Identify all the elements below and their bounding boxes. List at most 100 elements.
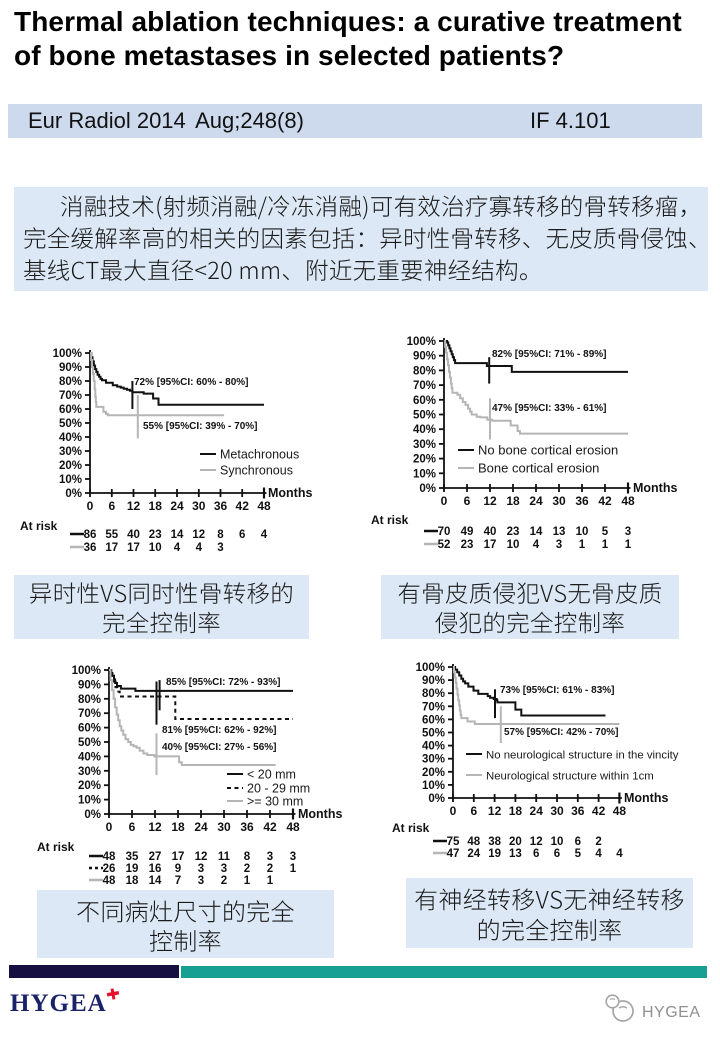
svg-text:8: 8 [217,529,224,541]
svg-text:At risk: At risk [37,840,75,854]
svg-text:24: 24 [170,499,184,513]
svg-text:30: 30 [550,804,564,818]
svg-text:Months: Months [624,791,668,805]
svg-text:50%: 50% [413,410,436,422]
svg-text:12: 12 [127,499,141,513]
svg-text:72% [95%CI: 60% - 80%]: 72% [95%CI: 60% - 80%] [134,377,249,388]
svg-text:6: 6 [575,836,581,848]
svg-text:47% [95%CI: 33% - 61%]: 47% [95%CI: 33% - 61%] [492,403,607,414]
svg-text:1: 1 [579,539,586,551]
svg-text:2: 2 [221,875,227,887]
svg-text:3: 3 [267,851,273,863]
svg-text:50%: 50% [422,728,445,740]
svg-text:48: 48 [286,820,300,834]
svg-text:52: 52 [438,539,451,551]
svg-text:10: 10 [507,539,520,551]
svg-text:90%: 90% [413,351,436,363]
svg-text:40%: 40% [413,424,436,436]
svg-text:23: 23 [461,539,474,551]
svg-text:14: 14 [530,526,543,538]
svg-text:4: 4 [595,848,602,860]
svg-text:0%: 0% [65,488,82,500]
svg-text:90%: 90% [422,675,445,687]
svg-text:0: 0 [87,499,94,513]
svg-text:24: 24 [530,804,544,818]
svg-text:6: 6 [554,848,560,860]
svg-text:No neurological structure in t: No neurological structure in the vincity [486,750,679,762]
svg-text:100%: 100% [72,665,101,677]
svg-text:18: 18 [509,804,523,818]
svg-text:12: 12 [195,851,208,863]
svg-text:20: 20 [509,836,522,848]
svg-text:9: 9 [175,863,181,875]
svg-text:20%: 20% [78,780,101,792]
svg-text:40: 40 [484,526,497,538]
svg-text:27: 27 [149,851,162,863]
svg-text:70%: 70% [413,380,436,392]
svg-text:38: 38 [488,836,501,848]
svg-text:3: 3 [198,863,204,875]
svg-text:10: 10 [551,836,564,848]
svg-text:HYGEA: HYGEA [642,1004,701,1021]
svg-text:40% [95%CI: 27% - 56%]: 40% [95%CI: 27% - 56%] [162,742,277,753]
svg-text:1: 1 [602,539,609,551]
svg-text:40: 40 [127,529,140,541]
svg-text:12: 12 [192,529,205,541]
svg-text:2: 2 [267,863,273,875]
svg-text:0%: 0% [428,793,445,805]
svg-text:90%: 90% [78,679,101,691]
svg-text:48: 48 [103,851,116,863]
svg-text:49: 49 [461,526,474,538]
svg-text:30%: 30% [413,439,436,451]
svg-text:36: 36 [84,542,97,554]
svg-text:75: 75 [447,836,460,848]
svg-text:5: 5 [575,848,582,860]
svg-text:60%: 60% [422,714,445,726]
svg-text:36: 36 [214,499,228,513]
svg-text:3: 3 [217,542,223,554]
svg-text:50%: 50% [78,737,101,749]
svg-text:35: 35 [126,851,139,863]
svg-text:10%: 10% [422,780,445,792]
svg-text:10%: 10% [413,468,436,480]
svg-text:17: 17 [127,542,140,554]
svg-text:Neurological structure within: Neurological structure within 1cm [486,771,654,783]
svg-text:60%: 60% [59,404,82,416]
svg-text:42: 42 [263,820,277,834]
svg-text:20%: 20% [59,460,82,472]
svg-text:70%: 70% [59,390,82,402]
svg-text:2: 2 [595,836,601,848]
svg-text:60%: 60% [413,395,436,407]
svg-text:20 - 29 mm: 20 - 29 mm [247,782,310,796]
svg-text:81% [95%CI: 62% - 92%]: 81% [95%CI: 62% - 92%] [162,725,277,736]
svg-text:0: 0 [441,494,448,508]
svg-text:42: 42 [598,494,612,508]
svg-text:17: 17 [484,539,497,551]
svg-text:3: 3 [625,526,631,538]
svg-text:13: 13 [509,848,522,860]
svg-text:17: 17 [105,542,118,554]
svg-text:42: 42 [236,499,250,513]
svg-text:1: 1 [267,875,274,887]
svg-text:24: 24 [194,820,208,834]
svg-text:80%: 80% [59,376,82,388]
svg-text:82% [95%CI: 71% - 89%]: 82% [95%CI: 71% - 89%] [492,349,607,360]
svg-text:20%: 20% [422,767,445,779]
svg-text:6: 6 [129,820,136,834]
svg-text:18: 18 [506,494,520,508]
svg-text:4: 4 [616,848,623,860]
svg-text:0: 0 [106,820,113,834]
svg-text:30%: 30% [422,754,445,766]
svg-text:47: 47 [447,848,460,860]
svg-text:6: 6 [108,499,115,513]
svg-text:80%: 80% [413,365,436,377]
svg-text:100%: 100% [407,336,436,348]
svg-text:19: 19 [488,848,501,860]
svg-text:0: 0 [450,804,457,818]
svg-text:40%: 40% [59,432,82,444]
svg-text:6: 6 [239,529,245,541]
svg-text:50%: 50% [59,418,82,430]
svg-text:100%: 100% [53,348,82,360]
svg-text:0%: 0% [84,809,101,821]
svg-text:24: 24 [529,494,543,508]
